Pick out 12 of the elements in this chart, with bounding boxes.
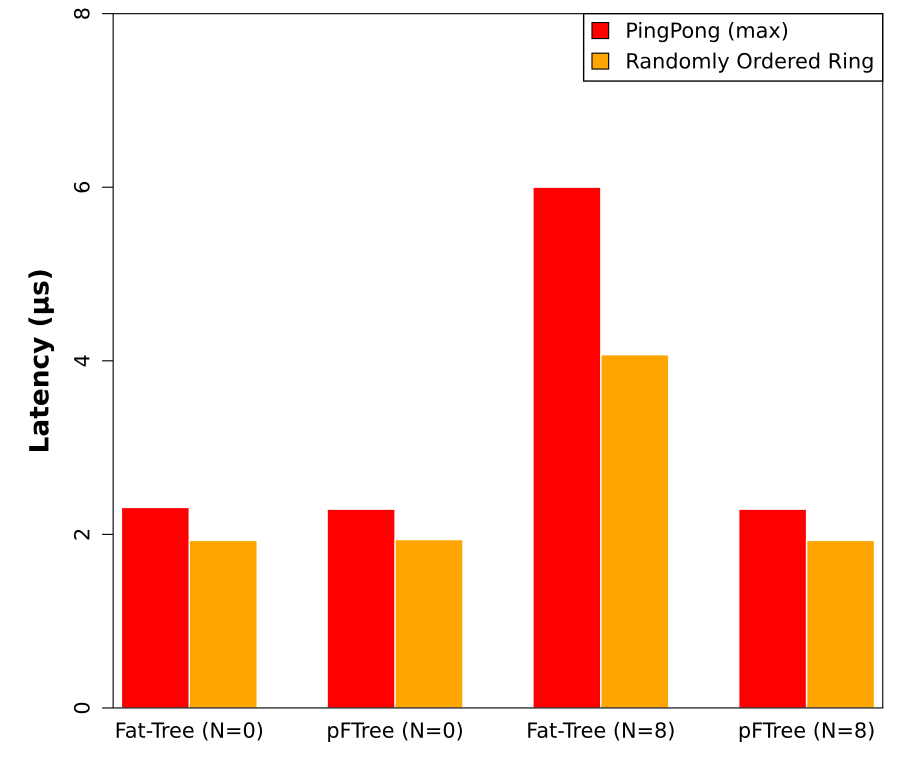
y-tick-label: 0	[74, 702, 90, 714]
x-tick-label: pFTree (N=0)	[328, 722, 462, 742]
y-tick-label: 6	[74, 182, 90, 192]
x-tick-label: Fat-Tree (N=0)	[116, 722, 262, 740]
y-axis-title: Latency (μs)	[28, 270, 54, 451]
legend-label: PingPong (max)	[627, 22, 788, 42]
y-tick-label: 4	[74, 355, 90, 366]
x-tick-label: Fat-Tree (N=8)	[528, 722, 674, 740]
y-tick-label: 8	[74, 8, 90, 19]
y-tick-label: 2	[74, 530, 90, 540]
x-tick-label: pFTree (N=8)	[740, 722, 874, 742]
legend-label: Randomly Ordered Ring	[627, 52, 872, 73]
